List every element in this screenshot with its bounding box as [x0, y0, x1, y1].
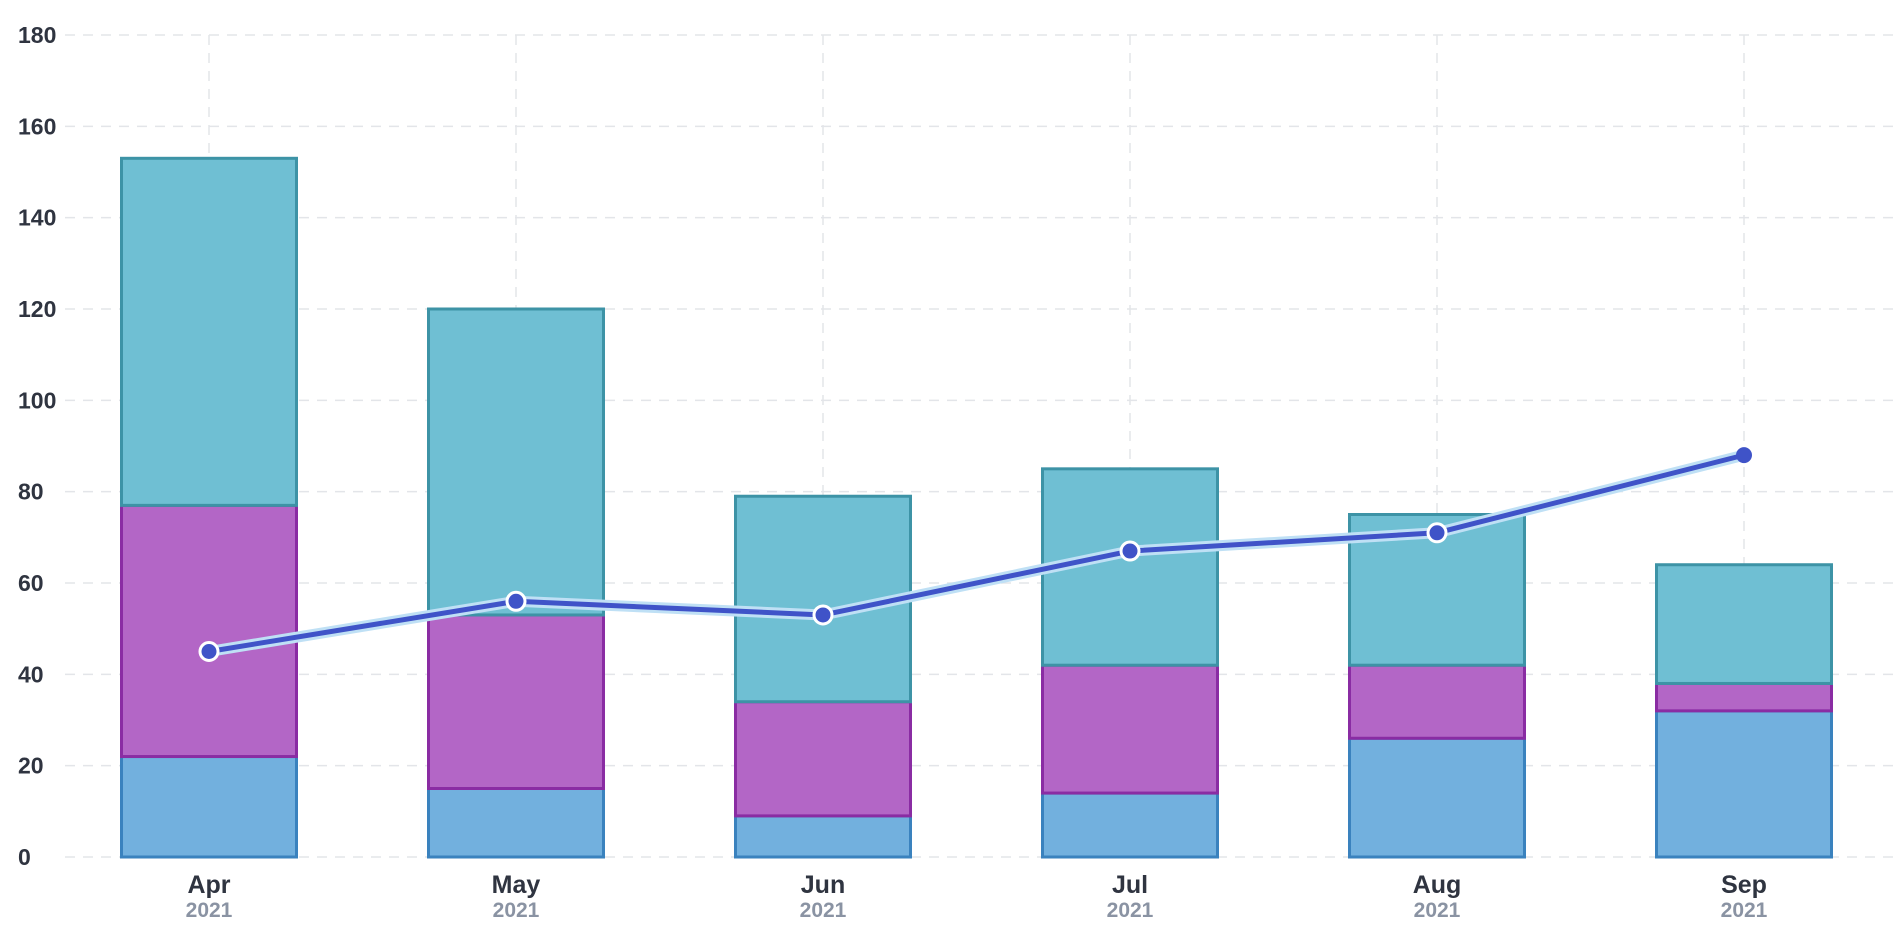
- bar-aug-segment-1: [1348, 736, 1526, 859]
- bar-may-segment-1: [427, 787, 605, 859]
- y-tick-label-3: 60: [18, 570, 44, 596]
- x-tick-year-aug: 2021: [1414, 899, 1461, 922]
- x-axis-tick-labels: Apr2021May2021Jun2021Jul2021Aug2021Sep20…: [186, 871, 1768, 922]
- line-series: [198, 447, 1752, 662]
- bar-series: [120, 156, 1833, 859]
- bar-sep-segment-1: [1655, 709, 1833, 859]
- bar-apr-segment-3: [120, 156, 298, 507]
- horizontal-gridlines: [65, 34, 1894, 858]
- line-point-aug: [1426, 522, 1448, 544]
- bar-may-segment-3: [427, 307, 605, 617]
- bar-apr-segment-2: [120, 503, 298, 759]
- line-point-sep: [1736, 447, 1752, 464]
- line-point-may: [505, 590, 527, 612]
- bar-aug-segment-2: [1348, 663, 1526, 740]
- x-tick-label-aug: Aug: [1413, 871, 1462, 899]
- x-tick-year-apr: 2021: [186, 899, 233, 922]
- y-tick-label-1: 20: [18, 753, 44, 779]
- bar-sep-segment-3: [1655, 563, 1833, 685]
- x-tick-label-sep: Sep: [1721, 871, 1767, 899]
- line-point-jul: [1119, 540, 1141, 562]
- y-tick-label-2: 40: [18, 661, 44, 687]
- bar-may-segment-2: [427, 613, 605, 791]
- y-axis-tick-labels: 0 20 40 60 80 100 120 140 160 180: [18, 22, 56, 870]
- y-tick-label-0: 0: [18, 844, 31, 870]
- x-tick-label-may: May: [492, 871, 541, 899]
- line-point-apr: [198, 641, 220, 662]
- y-tick-label-9: 180: [18, 22, 56, 48]
- line-point-jun: [812, 604, 834, 626]
- y-tick-label-6: 120: [18, 296, 56, 322]
- x-tick-year-jun: 2021: [800, 899, 847, 922]
- bar-sep-segment-2: [1655, 681, 1833, 713]
- bar-jun-segment-2: [734, 700, 912, 818]
- bar-jul-segment-2: [1041, 663, 1219, 795]
- y-tick-label-5: 100: [18, 387, 56, 413]
- line-path: [206, 452, 1747, 654]
- bar-jul-segment-1: [1041, 791, 1219, 859]
- x-tick-label-apr: Apr: [187, 871, 230, 899]
- y-tick-label-7: 140: [18, 205, 56, 231]
- bar-jun-segment-1: [734, 814, 912, 859]
- bar-apr-segment-1: [120, 755, 298, 859]
- y-tick-label-4: 80: [18, 479, 44, 505]
- x-tick-year-may: 2021: [493, 899, 540, 922]
- x-tick-label-jun: Jun: [801, 871, 845, 899]
- x-tick-year-jul: 2021: [1107, 899, 1154, 922]
- y-tick-label-8: 160: [18, 113, 56, 139]
- x-tick-label-jul: Jul: [1112, 871, 1148, 899]
- x-tick-year-sep: 2021: [1721, 899, 1768, 922]
